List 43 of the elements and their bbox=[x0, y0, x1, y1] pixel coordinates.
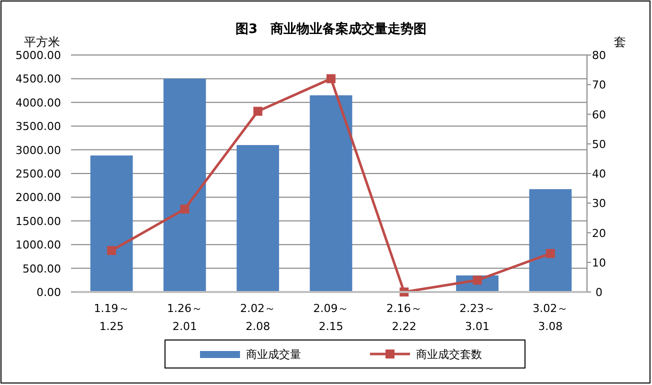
x-tick-label: 2.02～ 2.08 bbox=[240, 302, 276, 333]
bar bbox=[90, 155, 133, 292]
bar bbox=[236, 145, 280, 292]
x-tick-label: 3.02～ 3.08 bbox=[532, 302, 568, 333]
bar bbox=[529, 189, 572, 292]
y-tick-label: 1000.00 bbox=[16, 238, 61, 252]
point bbox=[472, 276, 482, 285]
y2-tick-label: 10 bbox=[592, 256, 606, 270]
chart-title: 图3 商业物业备案成交量走势图 bbox=[235, 21, 427, 37]
bar bbox=[310, 95, 352, 292]
x-tick-label: 1.19～ 1.25 bbox=[94, 302, 130, 333]
y2-tick-label: 60 bbox=[592, 108, 606, 122]
y-tick-label: 2000.00 bbox=[16, 191, 61, 204]
y-axis-title: 平方米 bbox=[24, 35, 60, 49]
point bbox=[180, 204, 190, 214]
y-tick-label: 1500.00 bbox=[16, 214, 61, 228]
y-tick-label: 5000.00 bbox=[16, 49, 61, 62]
y2-tick-label: 80 bbox=[592, 49, 606, 62]
legend-label: 商业成交量 bbox=[246, 348, 301, 361]
y-tick-label: 3500.00 bbox=[16, 120, 61, 134]
point bbox=[546, 248, 555, 258]
y2-tick-label: 20 bbox=[592, 226, 606, 240]
point bbox=[107, 246, 116, 256]
bar bbox=[164, 78, 206, 292]
point bbox=[253, 106, 262, 116]
y2-tick-label: 50 bbox=[592, 138, 606, 151]
x-tick-label: 2.16～ 2.22 bbox=[386, 302, 422, 333]
y2-tick-label: 70 bbox=[592, 78, 606, 92]
y2-tick-label: 40 bbox=[592, 168, 606, 180]
y-tick-label: 4500.00 bbox=[16, 72, 61, 86]
y-tick-label: 2500.00 bbox=[16, 168, 61, 180]
y-tick-label: 3000.00 bbox=[16, 144, 61, 157]
x-tick-label: 2.23～ 3.01 bbox=[460, 302, 496, 333]
y-tick-label: 0.00 bbox=[36, 286, 61, 299]
point bbox=[326, 74, 336, 84]
legend-label: 商业成交套数 bbox=[416, 348, 482, 361]
x-tick-label: 2.09～ 2.15 bbox=[313, 302, 349, 333]
x-tick-label: 1.26～ 2.01 bbox=[166, 302, 202, 333]
y2-axis-title: 套 bbox=[614, 35, 626, 49]
y-tick-label: 4000.00 bbox=[16, 96, 61, 110]
y2-tick-label: 0 bbox=[596, 286, 602, 299]
y2-tick-label: 30 bbox=[592, 197, 606, 210]
y-tick-label: 500.00 bbox=[22, 262, 61, 276]
